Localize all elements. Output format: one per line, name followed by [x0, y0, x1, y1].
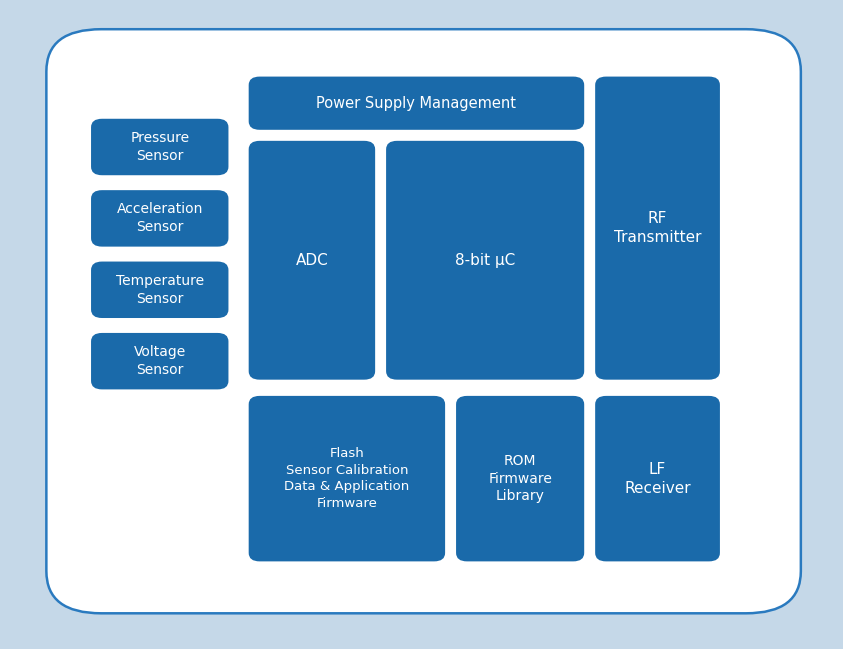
FancyBboxPatch shape — [91, 333, 228, 389]
Text: ADC: ADC — [296, 252, 328, 268]
FancyBboxPatch shape — [249, 141, 375, 380]
FancyBboxPatch shape — [91, 119, 228, 175]
FancyBboxPatch shape — [595, 396, 720, 561]
FancyBboxPatch shape — [456, 396, 584, 561]
FancyBboxPatch shape — [91, 262, 228, 318]
FancyBboxPatch shape — [46, 29, 801, 613]
Text: Power Supply Management: Power Supply Management — [316, 95, 517, 111]
Text: Acceleration
Sensor: Acceleration Sensor — [116, 202, 203, 234]
FancyBboxPatch shape — [595, 77, 720, 380]
Text: Voltage
Sensor: Voltage Sensor — [134, 345, 185, 377]
FancyBboxPatch shape — [91, 190, 228, 247]
Text: RF
Transmitter: RF Transmitter — [614, 211, 701, 245]
Text: Flash
Sensor Calibration
Data & Application
Firmware: Flash Sensor Calibration Data & Applicat… — [284, 447, 410, 510]
FancyBboxPatch shape — [249, 396, 445, 561]
FancyBboxPatch shape — [249, 77, 584, 130]
Text: LF
Receiver: LF Receiver — [624, 461, 691, 496]
Text: Temperature
Sensor: Temperature Sensor — [115, 274, 204, 306]
Text: Pressure
Sensor: Pressure Sensor — [130, 131, 190, 163]
Text: ROM
Firmware
Library: ROM Firmware Library — [488, 454, 552, 504]
FancyBboxPatch shape — [386, 141, 584, 380]
Text: 8-bit μC: 8-bit μC — [455, 252, 515, 268]
